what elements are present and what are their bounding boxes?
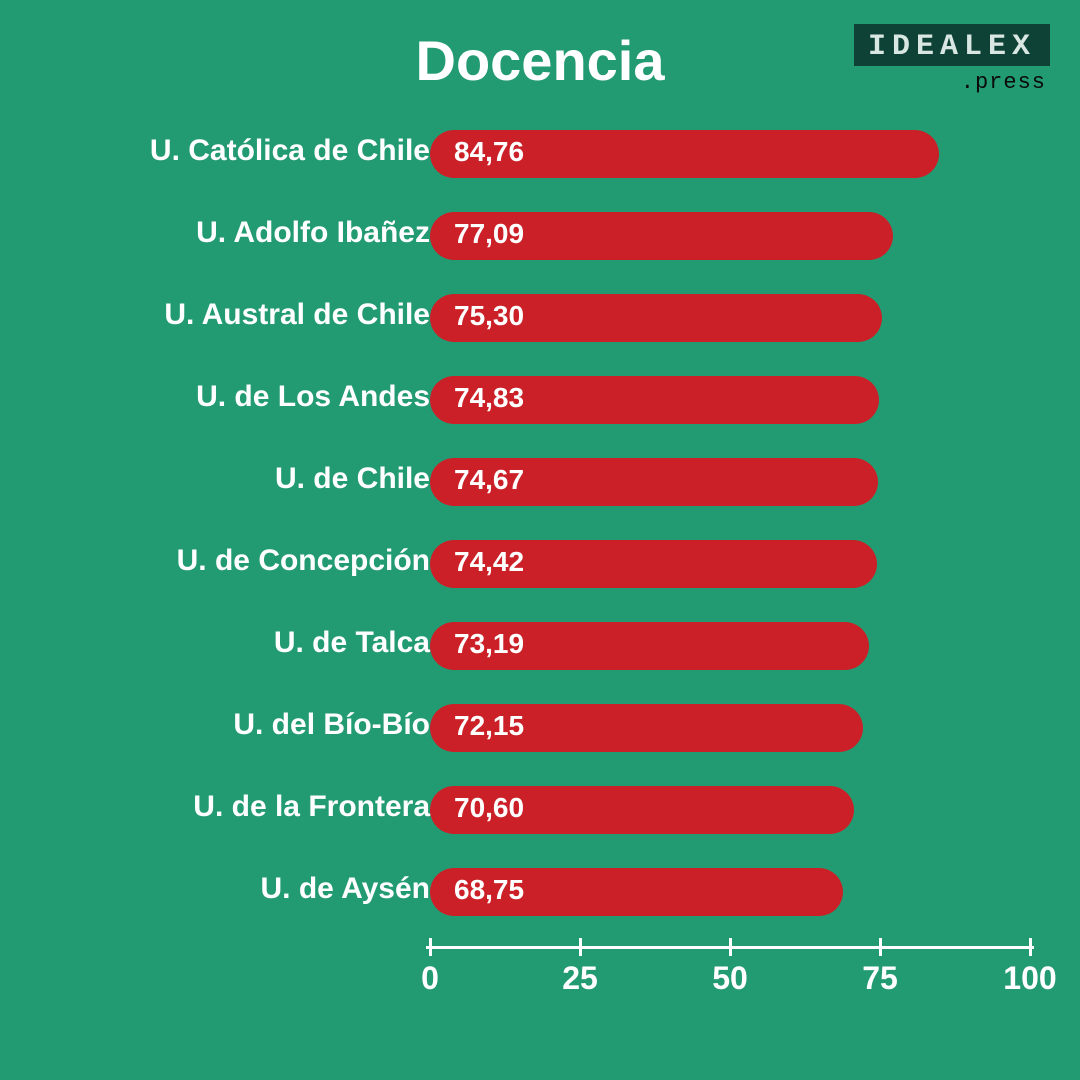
bar-track: 72,15 [430, 704, 1030, 752]
bar-track: 70,60 [430, 786, 1030, 834]
category-label: U. Adolfo Ibañez [196, 216, 430, 250]
bar-value-label: 74,67 [454, 464, 524, 496]
bar-chart: U. Católica de Chile 84,76 U. Adolfo Ibañe… [0, 120, 1080, 940]
chart-row: U. de Concepción 74,42 [0, 530, 1080, 612]
bar-track: 75,30 [430, 294, 1030, 342]
chart-row: U. Católica de Chile 84,76 [0, 120, 1080, 202]
bar-value-label: 74,83 [454, 382, 524, 414]
chart-row: U. de Talca 73,19 [0, 612, 1080, 694]
bar-value-label: 68,75 [454, 874, 524, 906]
bar-track: 74,42 [430, 540, 1030, 588]
category-label: U. de Aysén [261, 872, 431, 906]
axis-tick [429, 938, 432, 956]
axis-tick-label: 100 [1003, 960, 1056, 997]
chart-row: U. de Los Andes 74,83 [0, 366, 1080, 448]
brand-logo: IDEALEX [854, 24, 1050, 66]
bar-value-label: 77,09 [454, 218, 524, 250]
category-label: U. de Talca [274, 626, 430, 660]
bar-track: 74,83 [430, 376, 1030, 424]
x-axis: 0255075100 [430, 946, 1030, 1006]
axis-tick [729, 938, 732, 956]
axis-tick-label: 0 [421, 960, 439, 997]
category-label: U. Católica de Chile [150, 134, 430, 168]
bar-track: 77,09 [430, 212, 1030, 260]
bar-value-label: 75,30 [454, 300, 524, 332]
category-label: U. de Concepción [177, 544, 430, 578]
bar-value-label: 74,42 [454, 546, 524, 578]
category-label: U. del Bío-Bío [233, 708, 430, 742]
category-label: U. de Los Andes [196, 380, 430, 414]
chart-row: U. Austral de Chile 75,30 [0, 284, 1080, 366]
chart-row: U. de Chile 74,67 [0, 448, 1080, 530]
axis-tick [1029, 938, 1032, 956]
axis-tick [879, 938, 882, 956]
bar-value-label: 70,60 [454, 792, 524, 824]
chart-row: U. de la Frontera 70,60 [0, 776, 1080, 858]
brand-logo-sub: .press [961, 70, 1046, 95]
axis-tick-label: 50 [712, 960, 748, 997]
bar-track: 73,19 [430, 622, 1030, 670]
category-label: U. de la Frontera [193, 790, 430, 824]
bar-value-label: 73,19 [454, 628, 524, 660]
axis-tick-label: 25 [562, 960, 598, 997]
bar-track: 68,75 [430, 868, 1030, 916]
axis-tick-label: 75 [862, 960, 898, 997]
chart-row: U. de Aysén 68,75 [0, 858, 1080, 940]
bar-track: 74,67 [430, 458, 1030, 506]
chart-row: U. Adolfo Ibañez 77,09 [0, 202, 1080, 284]
bar-value-label: 72,15 [454, 710, 524, 742]
category-label: U. de Chile [275, 462, 430, 496]
bar-value-label: 84,76 [454, 136, 524, 168]
bar-track: 84,76 [430, 130, 1030, 178]
category-label: U. Austral de Chile [164, 298, 430, 332]
chart-row: U. del Bío-Bío 72,15 [0, 694, 1080, 776]
axis-tick [579, 938, 582, 956]
